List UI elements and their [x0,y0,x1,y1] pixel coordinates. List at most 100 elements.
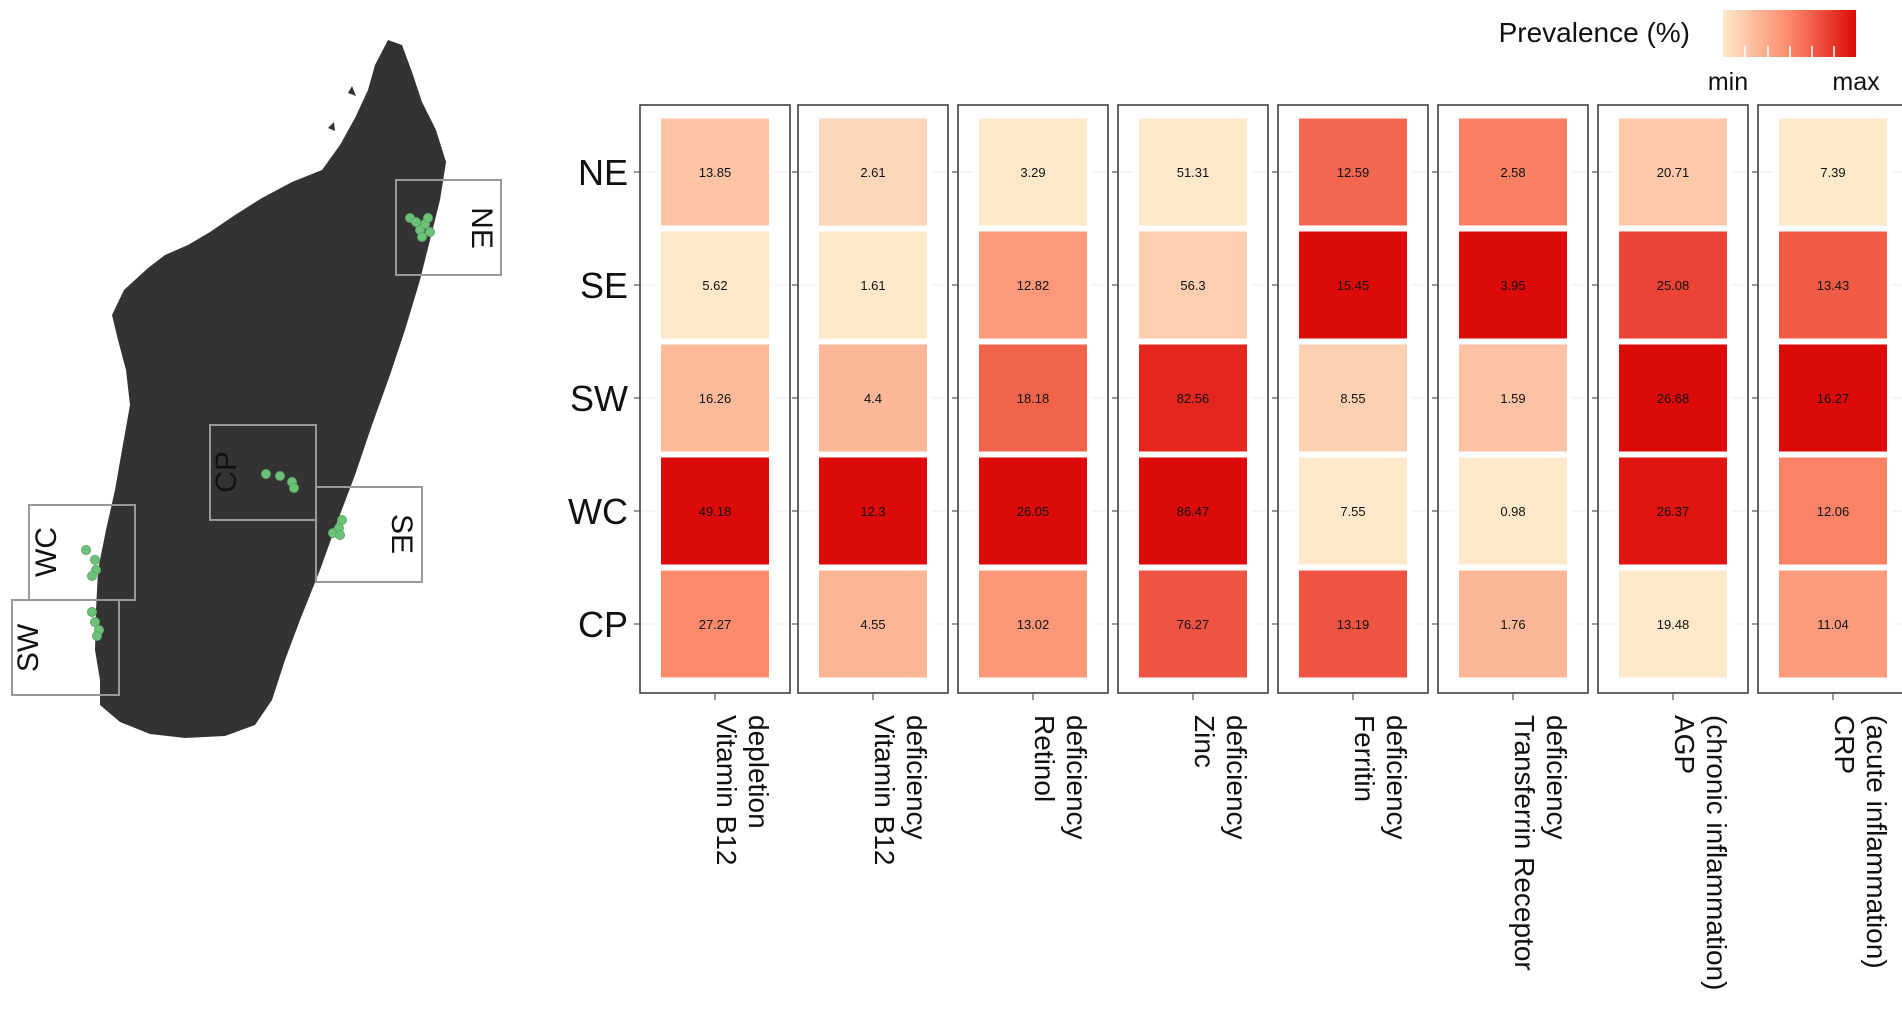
site-dot [87,571,97,581]
legend-max-label: max [1832,68,1880,96]
heatmap-cell [1139,570,1247,678]
cell-value: 82.56 [1177,391,1210,406]
column-label-line2: deficiency [1381,715,1412,840]
cell-value: 18.18 [1017,391,1050,406]
heatmap-cell [1299,231,1407,339]
heatmap-cell [661,570,769,678]
site-dot [261,469,271,479]
row-label: WC [568,491,628,532]
heatmap-cell [979,118,1087,226]
column-label-line2: deficiency [1221,715,1252,840]
cell-value: 4.55 [860,617,885,632]
cell-value: 3.29 [1020,165,1045,180]
cell-value: 12.3 [860,504,885,519]
map-box-ne [395,179,502,276]
map-label-ne: NE [465,207,498,249]
site-dot [425,227,435,237]
cell-value: 1.61 [860,278,885,293]
map-box-cp [209,424,317,521]
column-label-line2: depletion [743,715,774,829]
column-label-line1: Retinol [1029,715,1060,802]
heatmap-cell [819,457,927,565]
heatmap-cell [979,570,1087,678]
heatmap-cell [819,118,927,226]
heatmap-cell [1779,570,1887,678]
heatmap-cell [1619,570,1727,678]
cell-value: 16.27 [1817,391,1850,406]
madagascar-map: NE CP SE WC SW [11,40,502,738]
madagascar-island-shape [95,40,446,738]
column-label-line1: Transferrin Receptor [1509,715,1540,971]
cell-value: 25.08 [1657,278,1690,293]
cell-value: 1.76 [1500,617,1525,632]
site-dot [90,555,100,565]
cell-value: 13.43 [1817,278,1850,293]
cell-value: 19.48 [1657,617,1690,632]
column-label-line2: deficiency [1541,715,1572,840]
madagascar-island-tip [348,86,356,96]
cell-value: 49.18 [699,504,732,519]
cell-value: 20.71 [1657,165,1690,180]
heatmap-cell [1459,457,1567,565]
heatmap-cell [1459,118,1567,226]
heatmap-cell [1299,457,1407,565]
site-dot [337,515,347,525]
cell-value: 7.55 [1340,504,1365,519]
legend-title: Prevalence (%) [1499,17,1690,48]
heatmap-cell [1619,344,1727,452]
heatmap-cell [1779,344,1887,452]
cell-value: 16.26 [699,391,732,406]
cell-value: 13.19 [1337,617,1370,632]
cell-value: 3.95 [1500,278,1525,293]
row-label: SW [570,378,628,419]
cell-value: 26.05 [1017,504,1050,519]
column-label-line1: AGP [1669,715,1700,774]
map-label-se: SE [385,514,418,554]
heatmap-cell [979,457,1087,565]
heatmap-cell [1619,457,1727,565]
site-dot [81,545,91,555]
site-dot [275,471,285,481]
map-label-sw: SW [12,623,45,672]
site-dot [90,617,100,627]
column-label-line2: deficiency [1061,715,1092,840]
row-label: NE [578,152,628,193]
cell-value: 0.98 [1500,504,1525,519]
cell-value: 76.27 [1177,617,1210,632]
heatmap-cell [661,344,769,452]
heatmap-cell [1779,457,1887,565]
cell-value: 13.02 [1017,617,1050,632]
heatmap-cell [661,118,769,226]
heatmap-cell [979,231,1087,339]
heatmap-cell [979,344,1087,452]
heatmap-cell [661,231,769,339]
column-label-line1: Zinc [1189,715,1220,768]
cell-value: 26.68 [1657,391,1690,406]
cell-value: 7.39 [1820,165,1845,180]
heatmap-cell [1779,231,1887,339]
cell-value: 12.82 [1017,278,1050,293]
site-dot [335,530,345,540]
map-box-sw [11,599,120,696]
column-label-line1: CRP [1829,715,1860,774]
legend-min-label: min [1708,68,1748,96]
map-label-wc: WC [30,527,63,577]
site-dot [423,213,433,223]
map-box-se [315,486,423,583]
column-label-line1: Vitamin B12 [869,715,900,865]
heatmap-cell [1139,118,1247,226]
cell-value: 56.3 [1180,278,1205,293]
cell-value: 12.06 [1817,504,1850,519]
column-label-line2: (acute inflammation) [1861,715,1892,969]
column-label-line1: Vitamin B12 [711,715,742,865]
heatmap-cell [1299,344,1407,452]
cell-value: 2.61 [860,165,885,180]
cell-value: 4.4 [864,391,882,406]
heatmap-cell [1459,344,1567,452]
cell-value: 27.27 [699,617,732,632]
cell-value: 1.59 [1500,391,1525,406]
heatmap-cell [819,231,927,339]
column-label-line1: Ferritin [1349,715,1380,802]
cell-value: 13.85 [699,165,732,180]
